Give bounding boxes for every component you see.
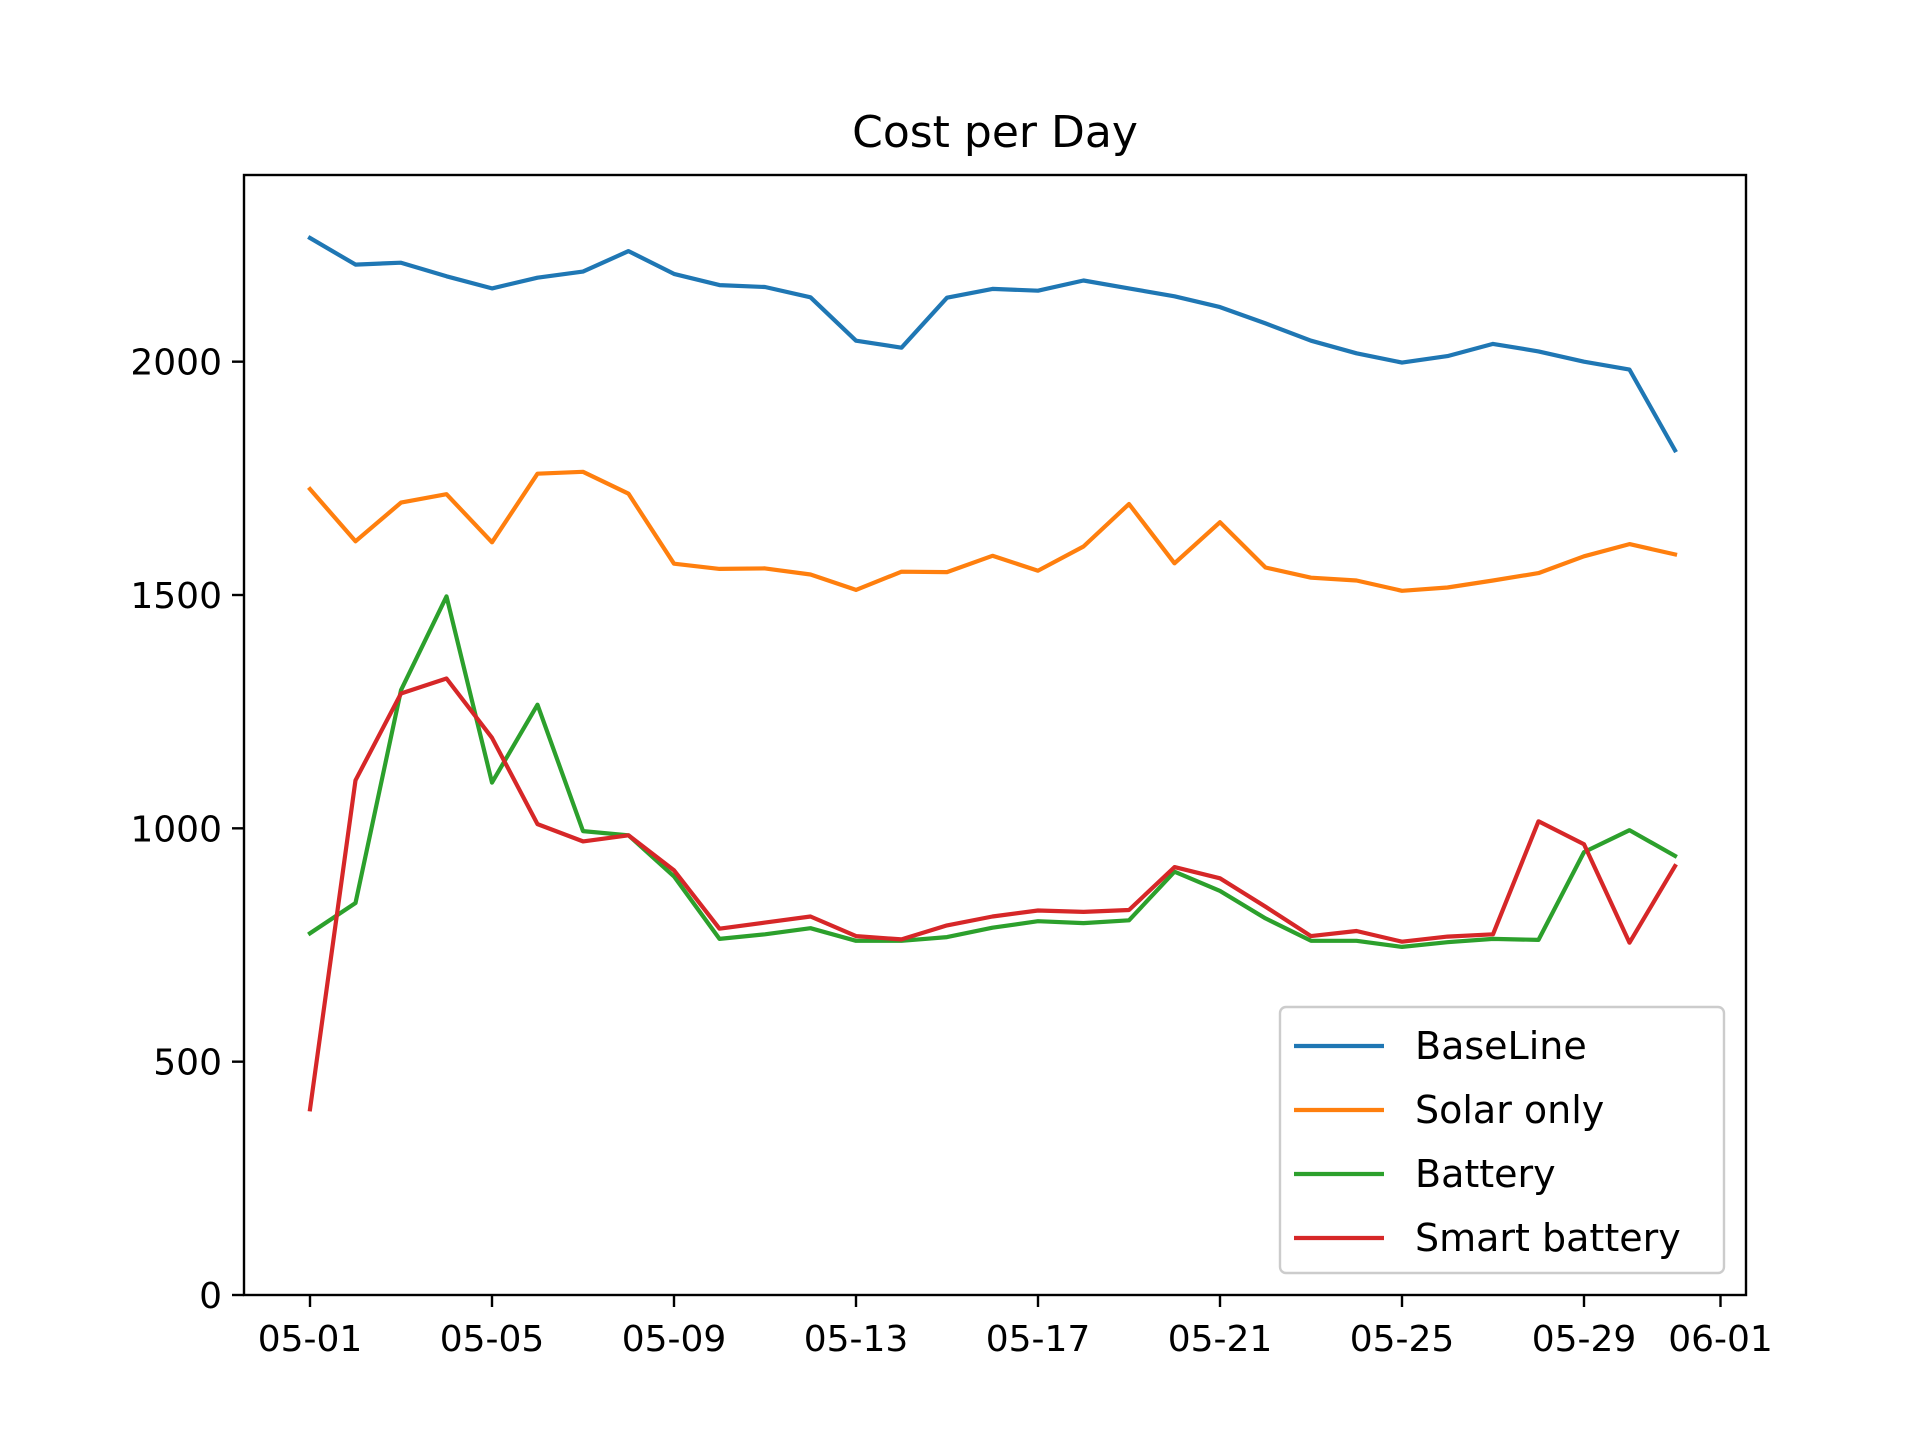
y-tick-label: 0: [199, 1276, 222, 1317]
x-tick-label: 05-25: [1350, 1319, 1455, 1360]
legend-label: BaseLine: [1415, 1024, 1587, 1068]
y-tick-label: 2000: [130, 343, 222, 384]
y-tick-label: 1500: [130, 576, 222, 617]
x-tick-label: 05-01: [258, 1319, 363, 1360]
legend: BaseLine Solar only Battery Smart battery: [1278, 1005, 1726, 1275]
x-tick-label: 05-29: [1532, 1319, 1637, 1360]
x-tick-label: 06-01: [1668, 1319, 1773, 1360]
x-tick-label: 05-13: [804, 1319, 909, 1360]
axes-layer: 0 500 1000 1500 2000 05-01 05-05 05-09 05-13 05-1…: [130, 173, 1773, 1360]
y-tick-label: 1000: [130, 809, 222, 850]
x-tick-label: 05-05: [440, 1319, 545, 1360]
x-tick-label: 05-09: [622, 1319, 727, 1360]
series-layer: [307, 235, 1678, 1112]
x-tick-label: 05-17: [986, 1319, 1091, 1360]
legend-box: [1278, 1005, 1726, 1275]
axes-frame: [242, 173, 1748, 1297]
x-tick-label: 05-21: [1168, 1319, 1273, 1360]
chart-title: Cost per Day: [852, 107, 1138, 158]
legend-label: Smart battery: [1415, 1216, 1681, 1260]
series-line-baseline: [307, 235, 1678, 454]
series-line-battery: [307, 594, 1678, 950]
series-line-smart-battery: [307, 676, 1678, 1112]
series-line-solar-only: [307, 469, 1678, 593]
legend-label: Solar only: [1415, 1088, 1604, 1132]
y-tick-label: 500: [153, 1043, 222, 1084]
legend-label: Battery: [1415, 1152, 1556, 1196]
